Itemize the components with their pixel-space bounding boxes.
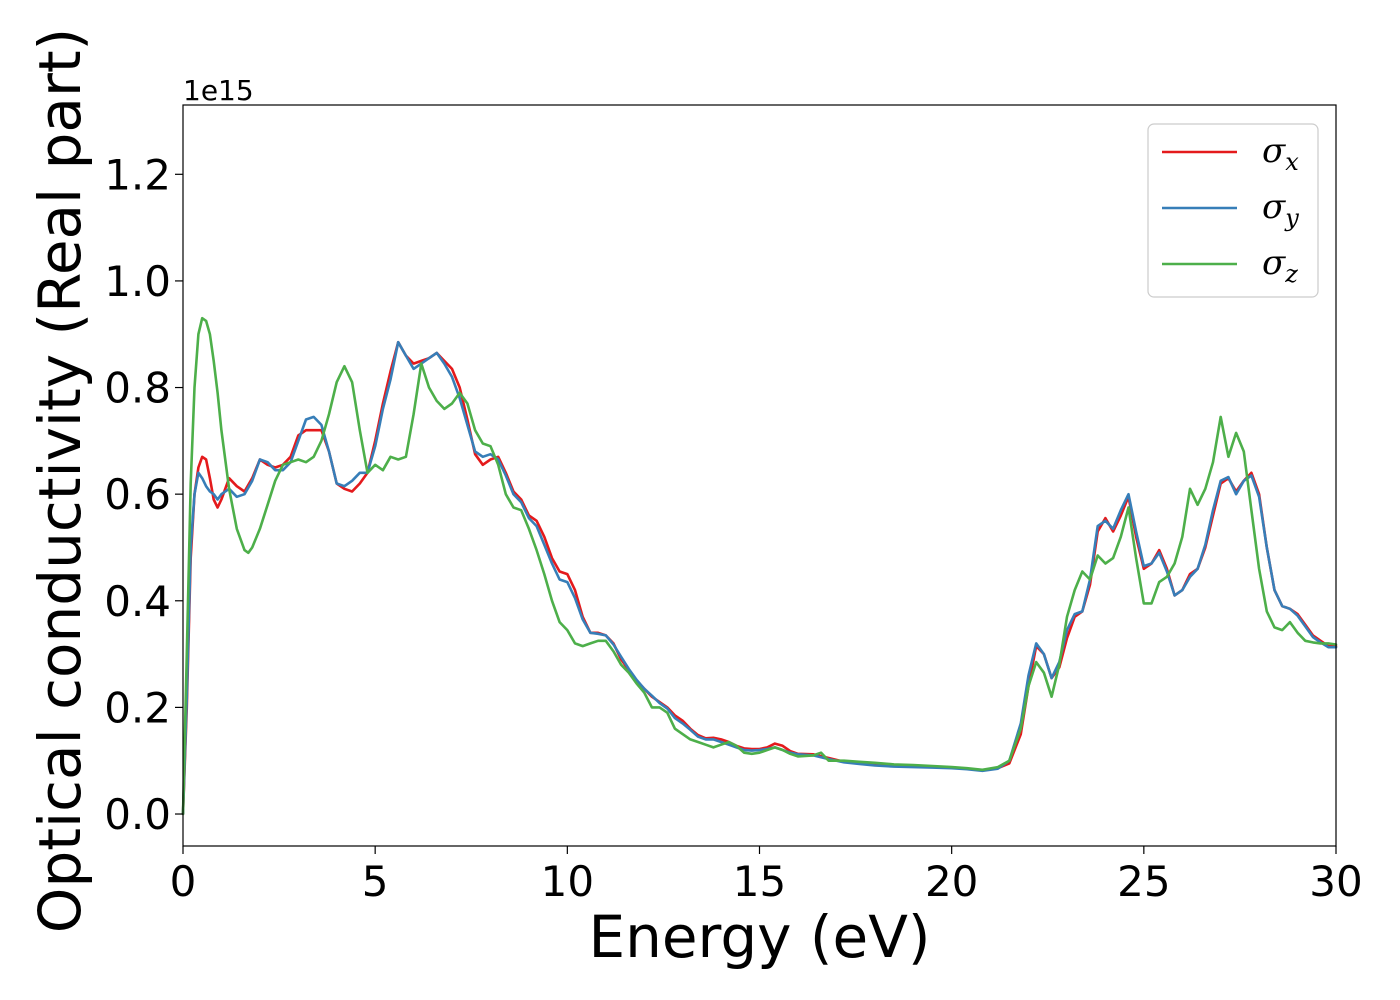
y-tick-label: 0.0 [104, 790, 171, 839]
y-tick-label: 0.4 [104, 577, 171, 626]
y-axis: 0.0 0.2 0.4 0.6 0.8 1.0 1.2 [104, 150, 183, 839]
y-tick-label: 0.2 [104, 683, 171, 732]
x-axis: 0 5 10 15 20 25 30 [170, 846, 1363, 906]
x-tick-label: 15 [733, 857, 786, 906]
x-axis-title: Energy (eV) [588, 903, 930, 971]
y-tick-label: 0.8 [104, 364, 171, 413]
x-tick-label: 20 [925, 857, 978, 906]
x-tick-label: 25 [1117, 857, 1170, 906]
x-tick-label: 0 [170, 857, 197, 906]
y-tick-label: 0.6 [104, 470, 171, 519]
y-tick-label: 1.0 [104, 257, 171, 306]
legend-box [1147, 123, 1319, 298]
series-layer [181, 316, 1338, 816]
y-axis-title: Optical conductivity (Real part) [26, 28, 94, 933]
y-tick-label: 1.2 [104, 150, 171, 199]
x-tick-label: 5 [362, 857, 389, 906]
y-offset-label: 1e15 [183, 74, 254, 107]
x-tick-label: 10 [541, 857, 594, 906]
x-tick-label: 30 [1309, 857, 1362, 906]
series-line-sigma-z [181, 316, 1338, 816]
